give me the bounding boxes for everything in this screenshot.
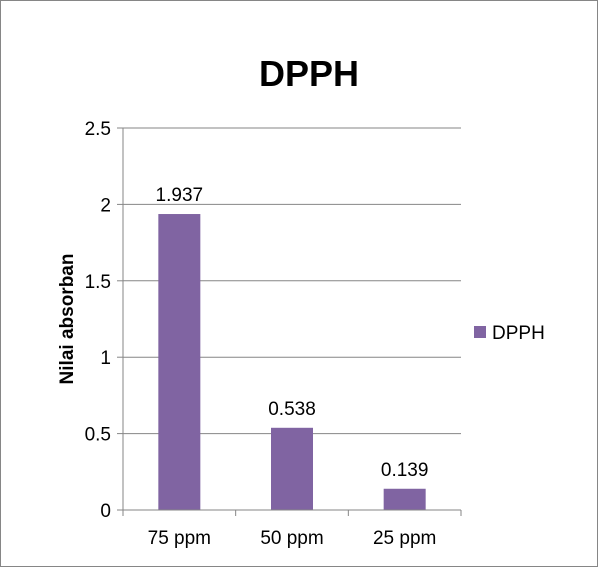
x-tick-label: 50 ppm [260,528,323,549]
y-axis-label: Nilai absorban [57,254,78,385]
y-tick-label: 2.5 [85,119,111,140]
y-tick-label: 2 [100,195,111,216]
legend: DPPH [474,323,545,344]
y-tick-label: 0.5 [85,425,111,446]
y-tick-label: 1 [100,348,111,369]
chart-title: DPPH [259,53,359,94]
data-label: 1.937 [156,185,204,206]
bar-75-ppm [158,214,201,510]
x-tick-label: 75 ppm [148,528,211,549]
legend-label-dpph: DPPH [492,323,545,344]
bar-25-ppm [383,488,426,510]
y-tick-label: 0 [100,501,111,522]
data-label: 0.538 [268,399,316,420]
bar-50-ppm [271,427,313,510]
legend-swatch-dpph [474,326,486,338]
data-label: 0.139 [381,460,429,481]
x-tick-label: 25 ppm [373,528,436,549]
y-tick-label: 1.5 [85,272,111,293]
